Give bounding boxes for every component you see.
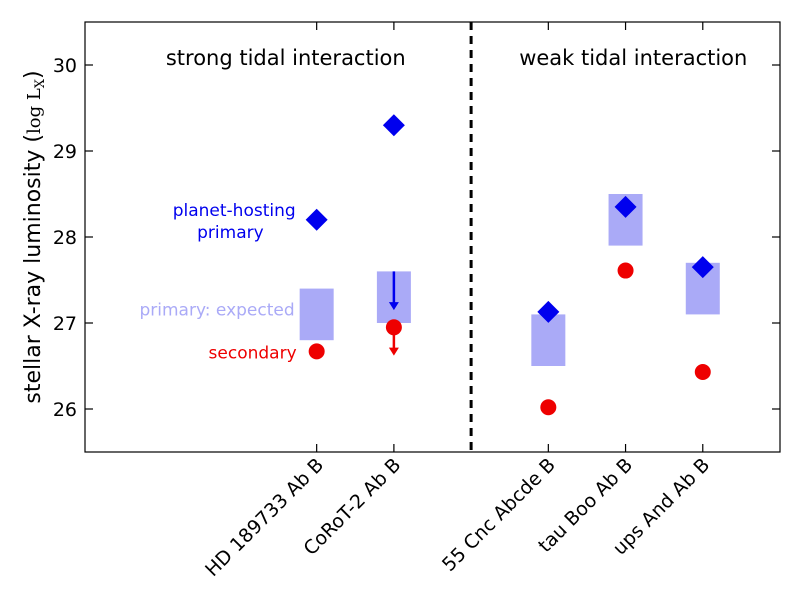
secondary-circle-marker xyxy=(617,262,634,279)
expected-range-bands xyxy=(299,194,720,366)
legend-expected-label: primary: expected xyxy=(139,300,294,320)
legend-primary-label-line2: primary xyxy=(197,223,264,243)
x-tick-label: 55 Cnc Abcde B xyxy=(438,454,560,576)
upper-limit-arrowhead xyxy=(388,302,399,311)
plot-frame xyxy=(84,21,781,453)
expected-range-bar xyxy=(531,314,566,366)
y-tick-label: 29 xyxy=(53,141,77,163)
primary-diamond-marker xyxy=(614,195,637,218)
secondary-circle-marker xyxy=(308,343,325,360)
primary-diamond-marker xyxy=(537,300,560,323)
primary-diamond-marker xyxy=(305,208,328,231)
upper-limit-arrowhead xyxy=(388,347,399,356)
y-axis-ticks: 26 27 28 29 30 xyxy=(53,55,780,421)
upper-limit-arrows xyxy=(388,271,399,356)
primary-diamond-marker xyxy=(382,114,405,137)
y-tick-label: 28 xyxy=(53,227,77,249)
region-label-strong: strong tidal interaction xyxy=(166,46,406,70)
y-tick-label: 26 xyxy=(53,399,77,421)
y-axis-label: stellar X-ray luminosity (log LX) xyxy=(21,70,48,403)
x-tick-label: HD 189733 Ab B xyxy=(201,454,328,581)
secondary-circle-marker xyxy=(385,319,402,336)
region-label-weak: weak tidal interaction xyxy=(519,46,747,70)
secondary-circle-marker xyxy=(694,364,711,381)
data-markers xyxy=(305,114,714,416)
y-tick-label: 30 xyxy=(53,55,77,77)
primary-diamond-marker xyxy=(691,256,714,279)
legend-primary-label: planet-hosting xyxy=(173,201,296,221)
secondary-circle-marker xyxy=(540,399,557,416)
legend-secondary-label: secondary xyxy=(209,343,297,363)
expected-range-bar xyxy=(299,288,334,341)
y-tick-label: 27 xyxy=(53,313,77,335)
